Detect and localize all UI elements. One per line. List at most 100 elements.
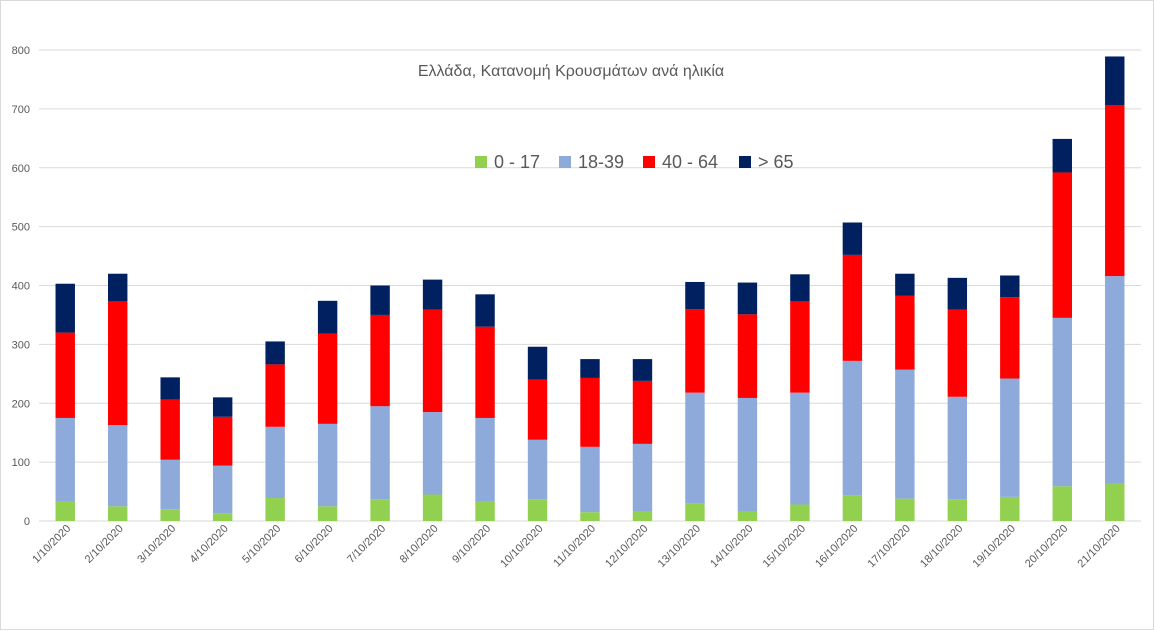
bar-segment-1839-1 — [108, 425, 128, 507]
bar-stack-10/10/2020 — [527, 346, 548, 521]
bar-segment-65-7 — [422, 279, 443, 310]
bar-segment-4064-3 — [212, 416, 233, 466]
bar-segment-1839-5 — [317, 423, 338, 507]
bar-segment-1839-9 — [527, 439, 548, 500]
x-tick-label: 18/10/2020 — [918, 523, 965, 570]
bar-segment-1839-3 — [212, 465, 233, 514]
bar-segment-4064-16 — [895, 295, 915, 370]
bar-segment-4064-17 — [947, 309, 968, 397]
bar-segment-1839-20 — [1105, 276, 1125, 484]
bar-segment-1839-14 — [790, 392, 810, 505]
y-axis-ticks: 0 100 200 300 400 500 600 700 800 — [12, 45, 30, 528]
bar-stack-2/10/2020 — [108, 273, 128, 521]
bar-segment-65-17 — [947, 277, 968, 310]
legend-swatch — [739, 156, 751, 168]
x-tick-label: 11/10/2020 — [551, 523, 598, 570]
bar-segment-1839-7 — [422, 412, 443, 495]
bar-segment-65-1 — [108, 273, 128, 302]
bar-segment-017-19 — [1052, 486, 1072, 521]
bar-segment-65-20 — [1105, 56, 1125, 106]
y-tick-label: 700 — [12, 104, 30, 116]
y-tick-label: 300 — [12, 339, 30, 351]
bar-segment-017-3 — [212, 513, 233, 521]
bar-segment-017-17 — [947, 499, 968, 521]
bar-segment-1839-13 — [737, 397, 758, 512]
bar-segment-4064-18 — [1000, 297, 1020, 379]
bar-segment-017-4 — [265, 498, 285, 521]
bar-segment-65-13 — [737, 282, 758, 315]
bar-stack-1/10/2020 — [55, 283, 75, 521]
y-tick-label: 200 — [12, 398, 30, 410]
bar-segment-017-15 — [842, 495, 863, 521]
bar-segment-65-3 — [212, 397, 233, 417]
bar-stack-18/10/2020 — [947, 277, 968, 521]
bar-segment-1839-2 — [160, 459, 180, 510]
bar-segment-65-14 — [790, 274, 810, 302]
x-tick-label: 12/10/2020 — [603, 523, 650, 570]
bar-segment-4064-6 — [370, 314, 390, 407]
bar-segment-65-0 — [55, 283, 75, 333]
x-tick-label: 6/10/2020 — [293, 523, 336, 566]
bar-segment-017-0 — [55, 501, 75, 521]
bar-segment-4064-9 — [527, 379, 548, 440]
bar-segment-65-15 — [842, 222, 863, 255]
bar-stack-3/10/2020 — [160, 377, 180, 521]
bar-stack-12/10/2020 — [632, 359, 653, 521]
x-tick-label: 2/10/2020 — [83, 523, 126, 566]
x-axis-ticks: 1/10/2020 2/10/2020 3/10/2020 4/10/2020 5/10… — [30, 523, 1123, 570]
bar-segment-65-19 — [1052, 138, 1072, 173]
legend-swatch — [559, 156, 571, 168]
bar-segment-1839-16 — [895, 369, 915, 499]
bar-stack-21/10/2020 — [1105, 56, 1125, 521]
bar-segment-017-18 — [1000, 496, 1020, 521]
bar-segment-017-12 — [685, 503, 705, 521]
bar-segment-65-10 — [580, 359, 600, 378]
x-tick-label: 5/10/2020 — [240, 523, 283, 566]
bar-stack-8/10/2020 — [422, 279, 443, 521]
bar-segment-1839-18 — [1000, 378, 1020, 497]
x-tick-label: 4/10/2020 — [188, 523, 231, 566]
bar-segment-1839-4 — [265, 426, 285, 499]
bar-segment-017-8 — [475, 501, 495, 521]
bar-stack-6/10/2020 — [317, 300, 338, 521]
x-tick-label: 10/10/2020 — [498, 523, 545, 570]
bar-stack-5/10/2020 — [265, 341, 285, 521]
bar-segment-4064-4 — [265, 364, 285, 427]
legend-label: 0 - 17 — [494, 152, 540, 172]
bar-segment-1839-15 — [842, 360, 863, 496]
x-tick-label: 3/10/2020 — [135, 523, 178, 566]
bar-segment-65-6 — [370, 285, 390, 315]
bar-segment-4064-1 — [108, 301, 128, 426]
y-tick-label: 600 — [12, 163, 30, 175]
legend-entry-1: 18-39 — [559, 152, 624, 172]
y-tick-label: 400 — [12, 281, 30, 293]
bar-stack-11/10/2020 — [580, 359, 600, 521]
bar-segment-65-8 — [475, 294, 495, 327]
bar-segment-4064-2 — [160, 399, 180, 460]
x-tick-label: 15/10/2020 — [761, 523, 808, 570]
bar-segment-65-11 — [632, 359, 653, 381]
bar-segment-1839-8 — [475, 417, 495, 502]
bar-segment-1839-17 — [947, 396, 968, 500]
legend-label: > 65 — [758, 152, 794, 172]
x-tick-label: 16/10/2020 — [813, 523, 860, 570]
bar-segment-65-5 — [317, 300, 338, 334]
bar-stack-13/10/2020 — [685, 281, 705, 521]
bar-segment-017-6 — [370, 499, 390, 521]
bar-segment-1839-11 — [632, 443, 653, 512]
bar-segment-4064-0 — [55, 332, 75, 418]
bars — [55, 56, 1125, 521]
bar-segment-4064-8 — [475, 326, 495, 418]
legend: 0 - 17 18-39 40 - 64 > 65 — [475, 152, 794, 172]
y-tick-label: 800 — [12, 45, 30, 57]
bar-segment-4064-14 — [790, 301, 810, 393]
x-tick-label: 1/10/2020 — [30, 523, 73, 566]
legend-entry-2: 40 - 64 — [643, 152, 718, 172]
bar-segment-65-16 — [895, 273, 915, 296]
bar-segment-017-9 — [527, 499, 548, 521]
x-tick-label: 8/10/2020 — [398, 523, 441, 566]
x-tick-label: 13/10/2020 — [656, 523, 703, 570]
bar-segment-1839-19 — [1052, 317, 1072, 487]
